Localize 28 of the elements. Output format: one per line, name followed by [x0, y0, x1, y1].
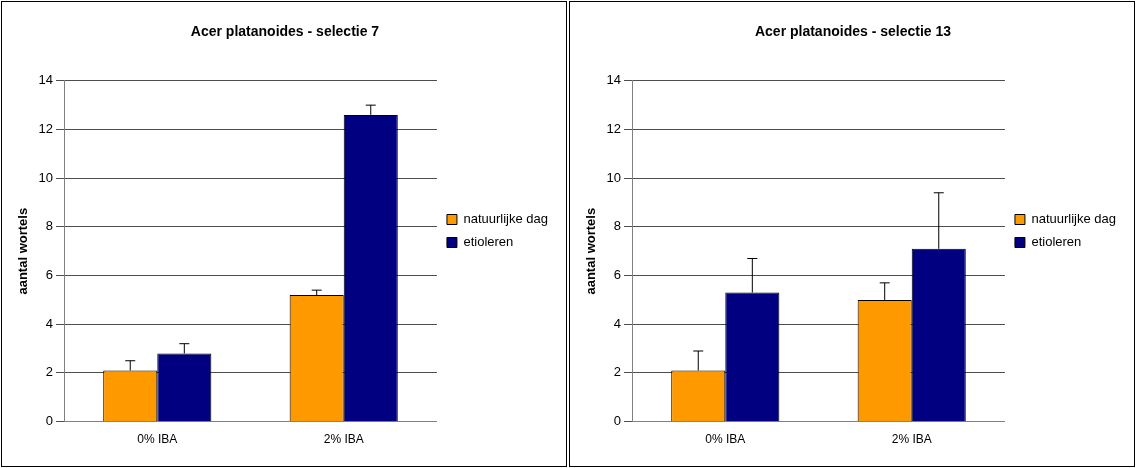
y-tick-label: 0 — [45, 413, 54, 429]
y-tick-label: 10 — [38, 169, 54, 185]
legend-label: etioleren — [1031, 234, 1082, 250]
y-tick-label: 4 — [45, 315, 54, 331]
chart-title: Acer platanoides - selectie 7 — [190, 23, 380, 40]
y-tick-label: 6 — [613, 267, 622, 283]
legend-label: natuurlijke dag — [1031, 211, 1117, 227]
y-tick-label: 4 — [613, 315, 622, 331]
y-tick-label: 12 — [38, 121, 54, 137]
y-tick-label: 8 — [45, 218, 54, 234]
y-axis-title: aantal wortels — [15, 207, 31, 295]
chart-title: Acer platanoides - selectie 13 — [754, 23, 952, 40]
x-tick-label: 2% IBA — [891, 432, 932, 447]
y-axis-title: aantal wortels — [583, 207, 599, 295]
x-tick-label: 2% IBA — [323, 432, 364, 447]
y-tick-label: 8 — [613, 218, 622, 234]
y-tick-label: 2 — [45, 364, 54, 380]
y-tick-label: 10 — [606, 169, 622, 185]
y-tick-label: 12 — [606, 121, 622, 137]
legend-label: etioleren — [463, 234, 514, 250]
x-tick-label: 0% IBA — [137, 432, 178, 447]
y-tick-label: 14 — [38, 72, 54, 88]
x-tick-label: 0% IBA — [705, 432, 746, 447]
y-tick-label: 6 — [45, 267, 54, 283]
y-tick-label: 0 — [613, 413, 622, 429]
y-tick-label: 2 — [613, 364, 622, 380]
legend-label: natuurlijke dag — [463, 211, 549, 227]
y-tick-label: 14 — [606, 72, 622, 88]
